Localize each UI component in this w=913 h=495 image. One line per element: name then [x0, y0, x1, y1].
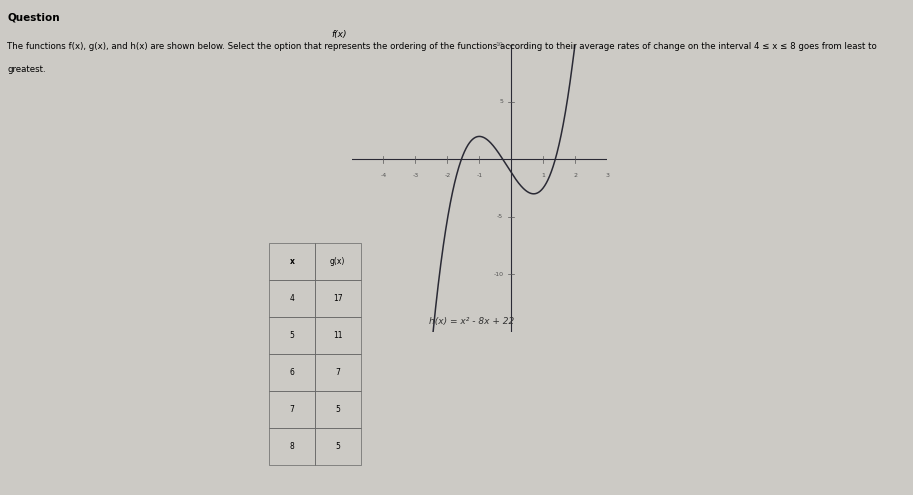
Text: Question: Question	[7, 12, 60, 22]
Text: 5: 5	[499, 99, 503, 104]
Text: 1: 1	[541, 173, 545, 178]
Text: 5: 5	[335, 442, 341, 451]
Text: 11: 11	[333, 331, 342, 340]
Text: 3: 3	[605, 173, 609, 178]
Text: -4: -4	[381, 173, 386, 178]
Bar	[315, 243, 361, 280]
Bar	[315, 280, 361, 317]
Bar	[269, 243, 315, 280]
Text: f(x): f(x)	[331, 30, 347, 39]
Text: 8: 8	[289, 442, 295, 451]
Text: -3: -3	[413, 173, 418, 178]
Text: -2: -2	[445, 173, 450, 178]
Bar	[269, 317, 315, 354]
Text: 5: 5	[335, 405, 341, 414]
Bar	[269, 428, 315, 465]
Text: -10: -10	[493, 272, 503, 277]
Text: greatest.: greatest.	[7, 65, 46, 74]
Bar	[315, 317, 361, 354]
Bar	[269, 280, 315, 317]
Bar	[315, 354, 361, 391]
Text: 17: 17	[333, 294, 342, 303]
Text: 10: 10	[496, 42, 503, 47]
Text: -5: -5	[498, 214, 503, 219]
Text: g(x): g(x)	[331, 256, 345, 266]
Bar	[315, 391, 361, 428]
Text: -1: -1	[477, 173, 482, 178]
Text: 5: 5	[289, 331, 295, 340]
Text: 6: 6	[289, 368, 295, 377]
Text: 7: 7	[289, 405, 295, 414]
Text: 4: 4	[289, 294, 295, 303]
Text: 2: 2	[573, 173, 577, 178]
Bar	[269, 354, 315, 391]
Text: The functions f(x), g(x), and h(x) are shown below. Select the option that repre: The functions f(x), g(x), and h(x) are s…	[7, 42, 877, 51]
Bar	[269, 391, 315, 428]
Bar	[315, 428, 361, 465]
Text: 7: 7	[335, 368, 341, 377]
Text: h(x) = x² - 8x + 22: h(x) = x² - 8x + 22	[429, 317, 514, 326]
Text: x: x	[289, 256, 295, 266]
